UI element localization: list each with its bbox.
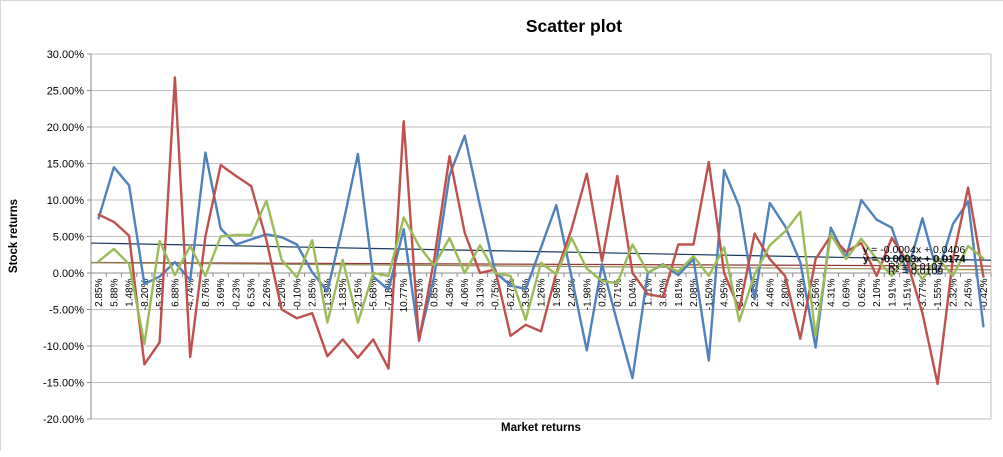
x-axis-category-label: 2.80% [781, 278, 792, 306]
x-axis-category-label: 8.76% [201, 278, 212, 306]
x-axis-category-label: -5.68% [369, 278, 380, 310]
x-axis-category-label: 2.08% [689, 278, 700, 306]
x-axis-category-label: 2.42% [567, 278, 578, 306]
x-axis-category-label: 1.98% [552, 278, 563, 306]
x-axis-category-label: -1.50% [704, 278, 715, 310]
x-axis-category-label: 0.69% [842, 278, 853, 306]
y-axis-tick-label: -10.00% [43, 341, 84, 353]
x-axis-category-label: 4.46% [765, 278, 776, 306]
x-axis-category-label: 4.31% [826, 278, 837, 306]
x-axis-category-label: -0.42% [979, 278, 990, 310]
y-axis-tick-label: 5.00% [53, 232, 84, 244]
y-axis-tick-label: 25.00% [47, 86, 85, 98]
x-axis-title: Market returns [501, 422, 581, 434]
y-axis-tick-label: -5.00% [49, 305, 84, 317]
x-axis-category-label: 0.62% [857, 278, 868, 306]
series-lines [97, 76, 985, 386]
x-axis-category-label: 2.26% [262, 278, 273, 306]
x-axis-category-label: 6.88% [170, 278, 181, 306]
x-axis-category-label: -0.23% [231, 278, 242, 310]
x-axis-category-label: 1.26% [537, 278, 548, 306]
x-axis-category-label: 3.20% [277, 278, 288, 306]
x-axis-category-label: -3.56% [811, 278, 822, 310]
x-axis-category-label: 1.91% [887, 278, 898, 306]
y-axis-tick-label: 15.00% [47, 159, 85, 171]
x-axis-category-label: 1.11% [643, 278, 654, 306]
x-axis-category-label: -0.51% [414, 278, 425, 310]
x-axis-category-label: 3.13% [475, 278, 486, 306]
x-axis-category-label: 2.32% [948, 278, 959, 306]
axis-lines [87, 53, 992, 420]
series-blue-line [97, 134, 985, 380]
x-axis-category-label: -1.83% [338, 278, 349, 310]
x-axis-category-label: -6.27% [506, 278, 517, 310]
x-axis-category-label: -7.18% [384, 278, 395, 310]
x-axis-category-labels: 2.85% 5.88% 1.48% -8.20% -5.39% 6.88% -4.74% 8.… [94, 278, 990, 312]
y-axis-tick-label: 30.00% [47, 49, 85, 61]
x-axis-category-label: 2.36% [796, 278, 807, 306]
x-axis-category-label: 4.06% [460, 278, 471, 306]
x-axis-category-label: -1.55% [933, 278, 944, 310]
trendline-blue-trend [90, 242, 992, 261]
x-axis-category-label: 0.85% [430, 278, 441, 306]
x-axis-category-label: 3.96% [521, 278, 532, 306]
x-axis-category-label: 0.71% [613, 278, 624, 306]
x-axis-category-label: 3.69% [216, 278, 227, 306]
x-axis-category-label: -0.75% [491, 278, 502, 310]
y-axis-tick-label: -20.00% [43, 414, 84, 426]
x-axis-category-label: 6.53% [247, 278, 258, 306]
r-squared-1: R² = 0.0107 [888, 261, 943, 273]
x-axis-category-label: 1.81% [674, 278, 685, 306]
series-green-line [97, 199, 985, 345]
x-axis-category-label: -1.35% [323, 278, 334, 310]
x-axis-category-label: 2.85% [308, 278, 319, 306]
x-axis-category-label: 1.48% [125, 278, 136, 306]
y-axis-tick-label: 10.00% [47, 195, 85, 207]
x-axis-category-label: 10.77% [399, 278, 410, 312]
x-axis-category-label: 5.04% [628, 278, 639, 306]
x-axis-category-label: -8.20% [140, 278, 151, 310]
x-axis-category-label: -3.13% [735, 278, 746, 310]
trendline-equation-2: y = -0.0003x + 0.0174 [863, 253, 965, 265]
trendline-equation-1: y = -0.0004x + 0.0406 [863, 244, 965, 256]
x-axis-category-label: 2.10% [872, 278, 883, 306]
x-axis-category-label: -5.39% [155, 278, 166, 310]
x-axis-category-label: -0.10% [292, 278, 303, 310]
r-squared-2: R² = 0.0109 [888, 266, 943, 278]
x-axis-category-label: 2.85% [94, 278, 105, 306]
y-axis-tick-label: -15.00% [43, 378, 84, 390]
y-axis-tick-labels: 30.00% 25.00% 20.00% 15.00% 10.00% 5.00% 0.00%… [43, 49, 84, 426]
x-axis-category-label: 2.45% [964, 278, 975, 306]
x-axis-category-label: -1.98% [582, 278, 593, 310]
x-axis-category-label: 0.28% [598, 278, 609, 306]
chart-title: Scatter plot [526, 16, 622, 36]
x-axis-category-label: 4.95% [720, 278, 731, 306]
trendline-equation-2-ghost: y = -0.0003x + 0.0174 [864, 254, 966, 266]
y-axis-tick-label: 20.00% [47, 122, 85, 134]
x-axis-category-label: 5.88% [109, 278, 120, 306]
x-axis-category-label: -4.74% [186, 278, 197, 310]
x-axis-category-label: -2.15% [353, 278, 364, 310]
x-axis-category-label: -3.77% [918, 278, 929, 310]
y-axis-tick-label: 0.00% [53, 268, 84, 280]
x-axis-category-label: -1.51% [903, 278, 914, 310]
x-axis-category-label: 4.36% [445, 278, 456, 306]
y-axis-title: Stock returns [8, 199, 20, 273]
